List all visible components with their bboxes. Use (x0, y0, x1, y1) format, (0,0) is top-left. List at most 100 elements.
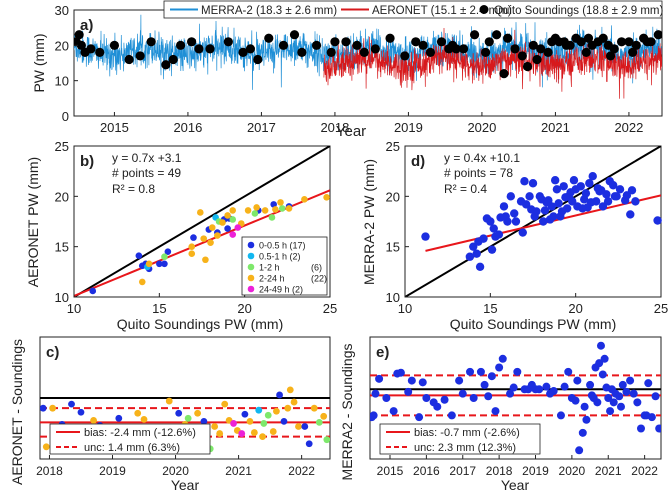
panel-d-point (588, 172, 597, 181)
sounding-point (359, 47, 369, 58)
panel-b-point (251, 210, 259, 217)
panel-d-point (576, 182, 585, 191)
sounding-point (469, 30, 480, 40)
panel-e-point (513, 367, 522, 376)
panel-c-point (260, 420, 268, 427)
panel-c-point (246, 417, 254, 425)
panel-d-point (559, 182, 568, 191)
sounding-point (624, 37, 634, 47)
panel-e-point (491, 407, 500, 416)
panel-a-xtick-label: 2016 (173, 120, 202, 135)
panel-e-point (382, 394, 391, 402)
panel-d: 10 15 20 25 10 15 20 25 d) y = 0.4x +10.1 # poi… (361, 139, 668, 332)
panel-c-xtick-label: 2018 (36, 464, 63, 478)
panel-b-ytick-label: 15 (55, 240, 69, 255)
panel-d-point (530, 212, 539, 221)
panel-c-point (216, 430, 224, 437)
panel-c-point (40, 404, 47, 412)
panel-d-point (598, 202, 608, 211)
panel-c-point (310, 404, 318, 412)
panel-c: 2018 2019 2020 2021 2022 c) AERONET - Soundi… (9, 336, 331, 493)
panel-a-xlabel: Year (336, 123, 366, 140)
panel-e-point (404, 387, 413, 396)
legend-bin-marker (247, 274, 255, 282)
sounding-point (503, 33, 513, 43)
panel-c-point (42, 443, 50, 451)
panel-b-point (214, 232, 221, 239)
panel-e-point (582, 415, 591, 424)
series-merra-line (74, 14, 662, 90)
panel-e-point (422, 394, 431, 402)
panel-e-xtick-label: 2016 (413, 464, 440, 478)
panel-e-point (596, 341, 605, 350)
panel-e-point (626, 376, 635, 385)
legend-aeronet-label: AERONET (15.1 ± 2.4 mm) (372, 5, 512, 17)
panel-b-point (229, 231, 237, 238)
sounding-point (481, 47, 491, 58)
panel-b: 10 15 20 25 10 15 20 25 b) y = 0.7x +3.1 # poin… (25, 139, 337, 332)
legend-bin-marker (247, 263, 255, 271)
panel-c-point (200, 417, 208, 425)
panel-b-xtick-label: 15 (152, 301, 166, 316)
panel-d-ytick-label: 10 (386, 290, 400, 305)
panel-c-legend-bias: bias: -2.4 mm (-12.6%) (84, 427, 196, 439)
panel-e-point (447, 411, 456, 420)
panel-b-xtick-label: 20 (237, 301, 251, 316)
panel-c-xtick-label: 2020 (162, 464, 189, 478)
panel-d-point (506, 192, 516, 201)
sounding-point (168, 54, 178, 65)
panel-d-point (469, 242, 478, 251)
panel-e-xtick-label: 2022 (631, 464, 658, 478)
panel-c-point (305, 440, 313, 448)
panel-a-xtick-label: 2021 (541, 120, 570, 135)
panel-b-point (196, 209, 204, 216)
panel-b-point (229, 207, 237, 214)
panel-d-point (557, 207, 567, 216)
panel-d-point (631, 197, 640, 206)
panel-e-point (644, 379, 653, 388)
panel-d-point (622, 191, 632, 200)
panel-a-xtick-label: 2020 (467, 120, 496, 135)
panel-d-ytick-label: 25 (386, 139, 400, 154)
legend-bin-marker (247, 241, 255, 249)
panel-d-point (521, 200, 531, 209)
panel-e-point (480, 380, 489, 389)
panel-c-point (315, 419, 323, 426)
panel-e-point (564, 367, 573, 376)
panel-b-point (145, 260, 153, 268)
sounding-point (547, 37, 557, 47)
sounding-point (146, 37, 156, 47)
sounding-point (86, 44, 96, 54)
panel-d-point (615, 185, 625, 194)
panel-b-point (156, 260, 163, 268)
panel-e-point (542, 382, 551, 391)
sounding-point (411, 37, 421, 47)
panel-e-xtick-label: 2018 (486, 464, 513, 478)
panel-d-point (511, 217, 521, 226)
panel-b-point (138, 278, 146, 286)
sounding-point (223, 37, 233, 47)
panel-d-point (612, 192, 621, 201)
panel-e-point (647, 413, 656, 422)
panel-c-label: c) (46, 344, 59, 361)
sounding-point (135, 51, 145, 61)
panel-d-point (527, 205, 536, 214)
panel-b-point (301, 196, 308, 203)
panel-d-point (486, 217, 495, 226)
panel-b-point (164, 248, 172, 255)
panel-b-point (268, 214, 276, 221)
panel-b-point (261, 207, 269, 214)
sounding-point (109, 40, 120, 50)
sounding-point (561, 40, 572, 50)
panel-d-ylabel: MERRA-2 PW (mm) (361, 159, 377, 285)
legend-bin-label: 1-2 h (259, 263, 280, 273)
sounding-point (528, 40, 538, 50)
sounding-point (95, 47, 105, 58)
panel-e-point (433, 402, 442, 411)
panel-e-point (455, 376, 464, 385)
sounding-point (444, 44, 454, 54)
panel-d-point (549, 212, 558, 221)
panel-d-one-to-one-line (405, 146, 661, 297)
sounding-point (517, 51, 527, 61)
panel-e-point (578, 428, 587, 437)
